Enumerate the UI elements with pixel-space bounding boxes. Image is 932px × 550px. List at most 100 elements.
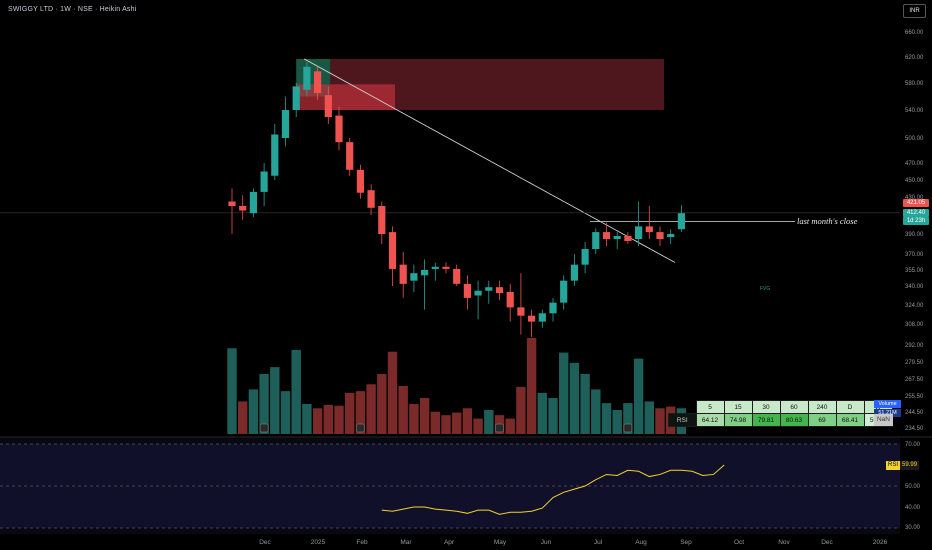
candle: [602, 222, 611, 246]
candle-body: [495, 287, 504, 294]
rsi-tf-240: 240: [807, 400, 837, 414]
volume-bar: [612, 410, 622, 434]
volume-bar: [238, 401, 248, 434]
volume-bar: [601, 403, 612, 434]
time-tick-label: Feb: [356, 539, 368, 546]
volume-bar: [526, 338, 537, 434]
candle-body: [602, 232, 611, 239]
rsi-table-corner: [669, 401, 697, 414]
time-tick-label: Dec: [259, 539, 271, 546]
countdown-tag: 1d 23h: [903, 217, 929, 225]
last-month-close-label: last month's close: [797, 216, 858, 226]
price-tick-label: 370.00: [905, 252, 924, 258]
price-tick-label: 292.00: [905, 343, 924, 349]
candle-body: [324, 95, 332, 117]
candle-body: [314, 71, 322, 94]
volume-bar: [398, 386, 408, 434]
candle-body: [388, 232, 397, 269]
volume-bar: [430, 411, 440, 434]
volume-bar: [484, 410, 494, 434]
rsi-val-30: 79.81: [751, 413, 781, 427]
candle-body: [346, 142, 354, 170]
rsi-legend-label: RSI: [886, 461, 901, 470]
candle-body: [656, 232, 664, 239]
candle: [549, 297, 557, 322]
rsi-tf-d: D: [835, 400, 865, 414]
candle-body: [506, 291, 514, 308]
candle: [356, 164, 364, 199]
volume-value-tag: 51.21M: [874, 409, 901, 417]
candle-body: [303, 66, 311, 90]
candle: [388, 226, 397, 286]
rsi-line: [381, 464, 725, 515]
earnings-marker: [623, 423, 633, 433]
candle-body: [677, 213, 685, 230]
symbol-header[interactable]: SWIGGY LTD · 1W · NSE · Heikin Ashi: [8, 6, 137, 13]
rsi-nan-cell: NaN: [874, 414, 893, 426]
candle-body: [581, 249, 589, 265]
candle-body: [271, 134, 279, 176]
candle: [249, 188, 257, 217]
candle: [271, 124, 279, 180]
candle-body: [260, 171, 268, 192]
candle: [560, 275, 568, 310]
rsi-tick-label: 50.00: [905, 484, 921, 490]
rsi-val-60: 80.63: [779, 413, 809, 427]
volume-bar: [334, 405, 344, 434]
candle-body: [570, 264, 578, 281]
currency-button[interactable]: INR: [903, 4, 926, 18]
volume-bar: [248, 389, 259, 434]
rsi-row-label: RSI: [668, 413, 697, 427]
candle: [431, 262, 439, 281]
volume-bar: [452, 412, 462, 434]
candle: [260, 163, 268, 206]
volume-bar: [580, 374, 590, 434]
volume-bar: [312, 408, 323, 434]
rsi-val-d: 68.41: [835, 413, 865, 427]
candle: [378, 201, 386, 244]
earnings-marker-box: [623, 423, 633, 433]
time-tick-label: 2026: [873, 539, 888, 546]
rsi-val-15: 74.98: [723, 413, 753, 427]
volume-bar: [623, 403, 633, 434]
time-tick-label: Apr: [444, 539, 455, 546]
volume-bar: [377, 374, 387, 434]
candle-body: [667, 234, 675, 237]
volume-bar: [569, 362, 580, 434]
volume-bar: [473, 418, 483, 434]
volume-bar: [633, 358, 644, 434]
time-tick-label: Jul: [594, 539, 603, 546]
volume-bar: [291, 350, 301, 434]
candle-body: [624, 236, 632, 241]
candle: [474, 280, 482, 320]
price-tick-label: 450.00: [905, 178, 924, 184]
time-tick-label: Nov: [778, 539, 790, 546]
volume-bar: [280, 391, 291, 434]
candle-body: [292, 86, 300, 110]
last-price-tag: 412.40: [903, 209, 929, 217]
earnings-marker: [495, 423, 504, 433]
candle: [538, 309, 546, 328]
candle: [495, 280, 504, 301]
price-tick-label: 279.50: [905, 360, 924, 366]
candle: [346, 138, 354, 176]
volume-bar: [323, 404, 333, 434]
candle: [613, 232, 621, 249]
candle-body: [560, 280, 568, 303]
price-tick-label: 324.00: [905, 303, 924, 309]
time-tick-label: Sep: [680, 539, 692, 546]
candle: [463, 275, 471, 310]
candle: [303, 62, 311, 97]
candle-body: [228, 201, 236, 206]
time-tick-label: 2025: [311, 539, 326, 546]
volume-label-tag: Volume: [874, 400, 901, 408]
rsi-tick-label: 40.00: [905, 505, 921, 511]
time-tick-label: Dec: [821, 539, 833, 546]
price-tick-label: 430.00: [905, 195, 924, 201]
candle: [399, 252, 407, 298]
candle: [624, 232, 632, 244]
candle: [485, 280, 493, 304]
price-tick-label: 308.00: [905, 322, 924, 328]
rsi-legend-value: 59.99: [900, 461, 920, 470]
